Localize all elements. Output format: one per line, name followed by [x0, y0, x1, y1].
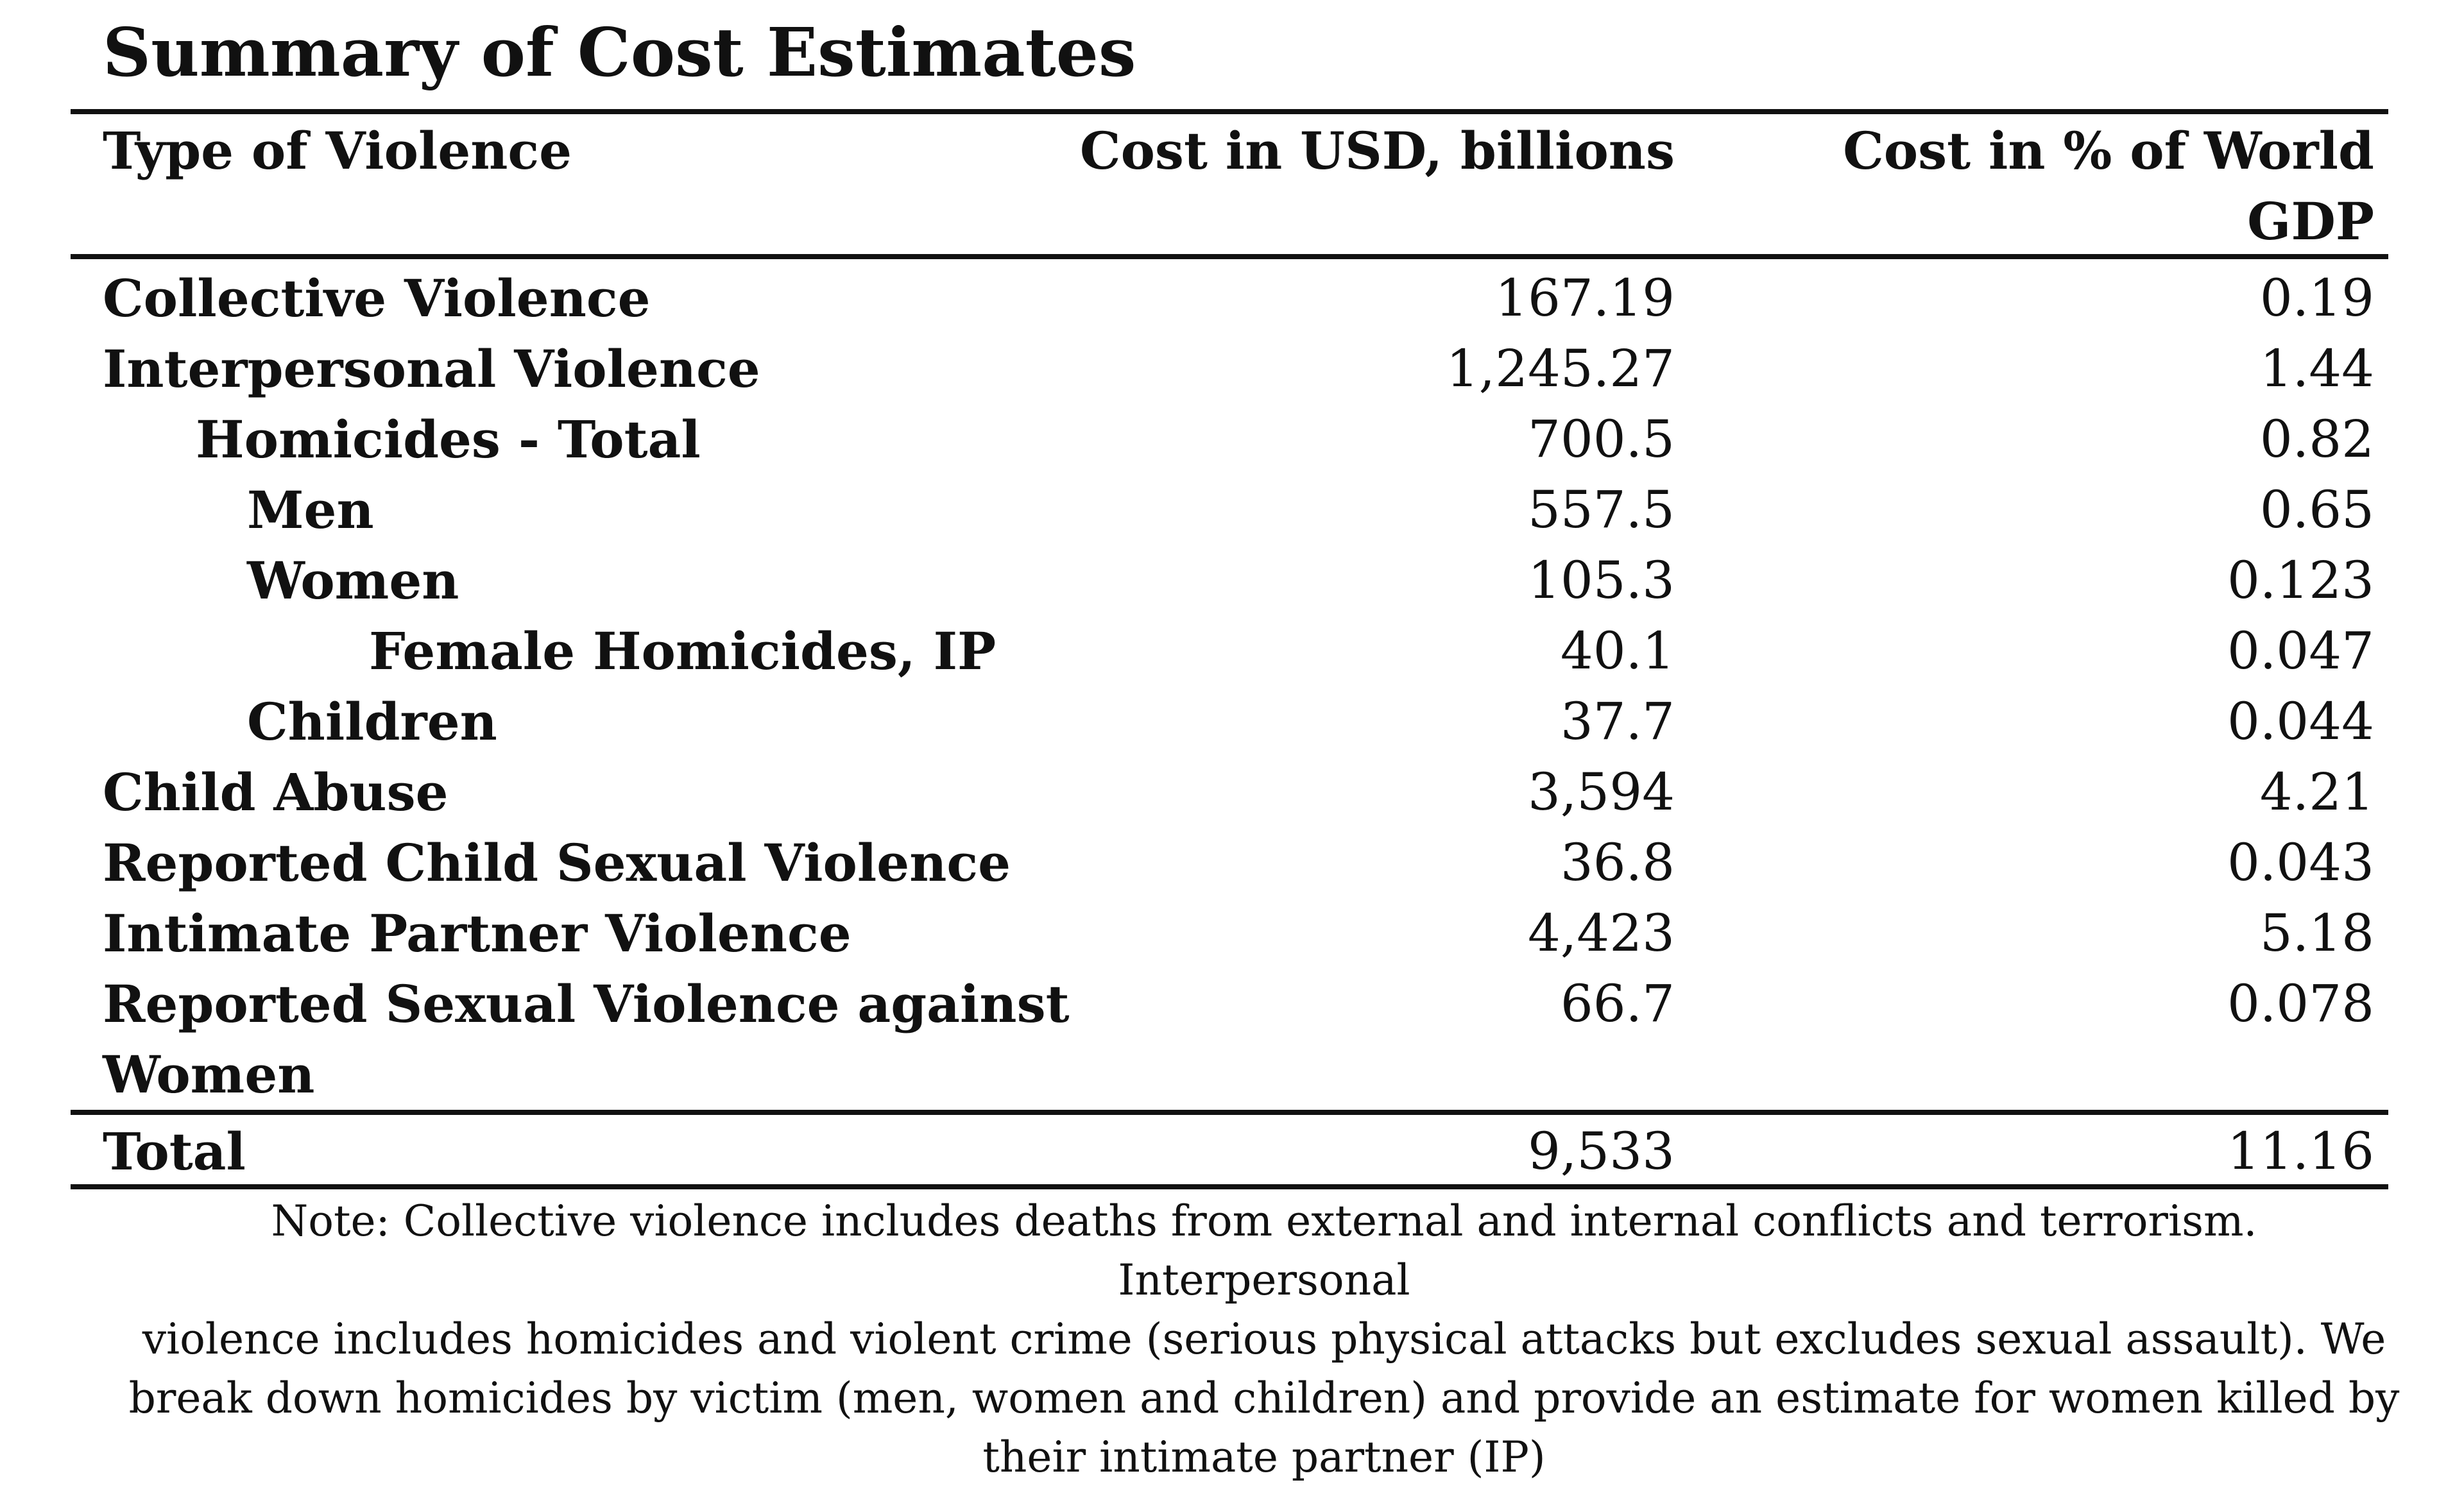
header-type: Type of Violence [103, 121, 572, 181]
row-label: Reported Child Sexual Violence [103, 833, 1011, 893]
row-cost: 557.5 [1527, 480, 1675, 540]
row-cost: 66.7 [1560, 974, 1675, 1033]
row-label-line2: Women [103, 1044, 315, 1105]
row-pct: 1.44 [2259, 339, 2374, 398]
row-pct: 0.047 [2227, 621, 2374, 681]
row-label: Women [247, 550, 459, 611]
row-pct: 0.078 [2227, 974, 2374, 1033]
bottom-rule [71, 1184, 2388, 1189]
row-label: Men [247, 480, 374, 540]
row-label: Homicides - Total [196, 409, 701, 470]
note-line: Note: Collective violence includes death… [271, 1196, 2257, 1305]
total-label: Total [103, 1121, 246, 1182]
row-label: Female Homicides, IP [369, 621, 997, 681]
total-pct: 11.16 [2227, 1121, 2374, 1181]
note-line: break down homicides by victim (men, wom… [128, 1373, 2400, 1423]
row-pct: 0.123 [2227, 550, 2374, 610]
row-cost: 40.1 [1560, 621, 1675, 681]
row-cost: 700.5 [1527, 409, 1675, 469]
row-cost: 37.7 [1560, 692, 1675, 751]
header-cost-pct-line2: GDP [2247, 191, 2374, 251]
row-pct: 4.21 [2259, 762, 2374, 822]
row-pct: 0.19 [2259, 268, 2374, 328]
row-cost: 36.8 [1560, 833, 1675, 892]
row-pct: 0.82 [2259, 409, 2374, 469]
row-label: Intimate Partner Violence [103, 903, 851, 964]
row-label: Reported Sexual Violence against [103, 974, 1070, 1034]
row-pct: 0.044 [2227, 692, 2374, 751]
table-title: Summary of Cost Estimates [103, 13, 1136, 92]
row-pct: 0.043 [2227, 833, 2374, 892]
row-label: Interpersonal Violence [103, 339, 760, 399]
header-cost-pct-line1: Cost in % of World [1843, 121, 2374, 181]
header-rule [71, 254, 2388, 259]
top-rule [71, 109, 2388, 114]
row-cost: 4,423 [1527, 903, 1675, 963]
table-note: Note: Collective violence includes death… [128, 1192, 2400, 1487]
note-line: violence includes homicides and violent … [142, 1314, 2386, 1364]
row-cost: 1,245.27 [1446, 339, 1675, 398]
row-pct: 5.18 [2259, 903, 2374, 963]
row-cost: 3,594 [1527, 762, 1675, 822]
row-label: Collective Violence [103, 268, 651, 328]
row-pct: 0.65 [2259, 480, 2374, 540]
row-cost: 167.19 [1495, 268, 1675, 328]
row-label: Child Abuse [103, 762, 449, 822]
total-cost: 9,533 [1527, 1121, 1675, 1181]
row-label: Children [247, 692, 497, 752]
row-cost: 105.3 [1527, 550, 1675, 610]
total-top-rule [71, 1110, 2388, 1115]
header-cost-usd: Cost in USD, billions [1079, 121, 1675, 181]
